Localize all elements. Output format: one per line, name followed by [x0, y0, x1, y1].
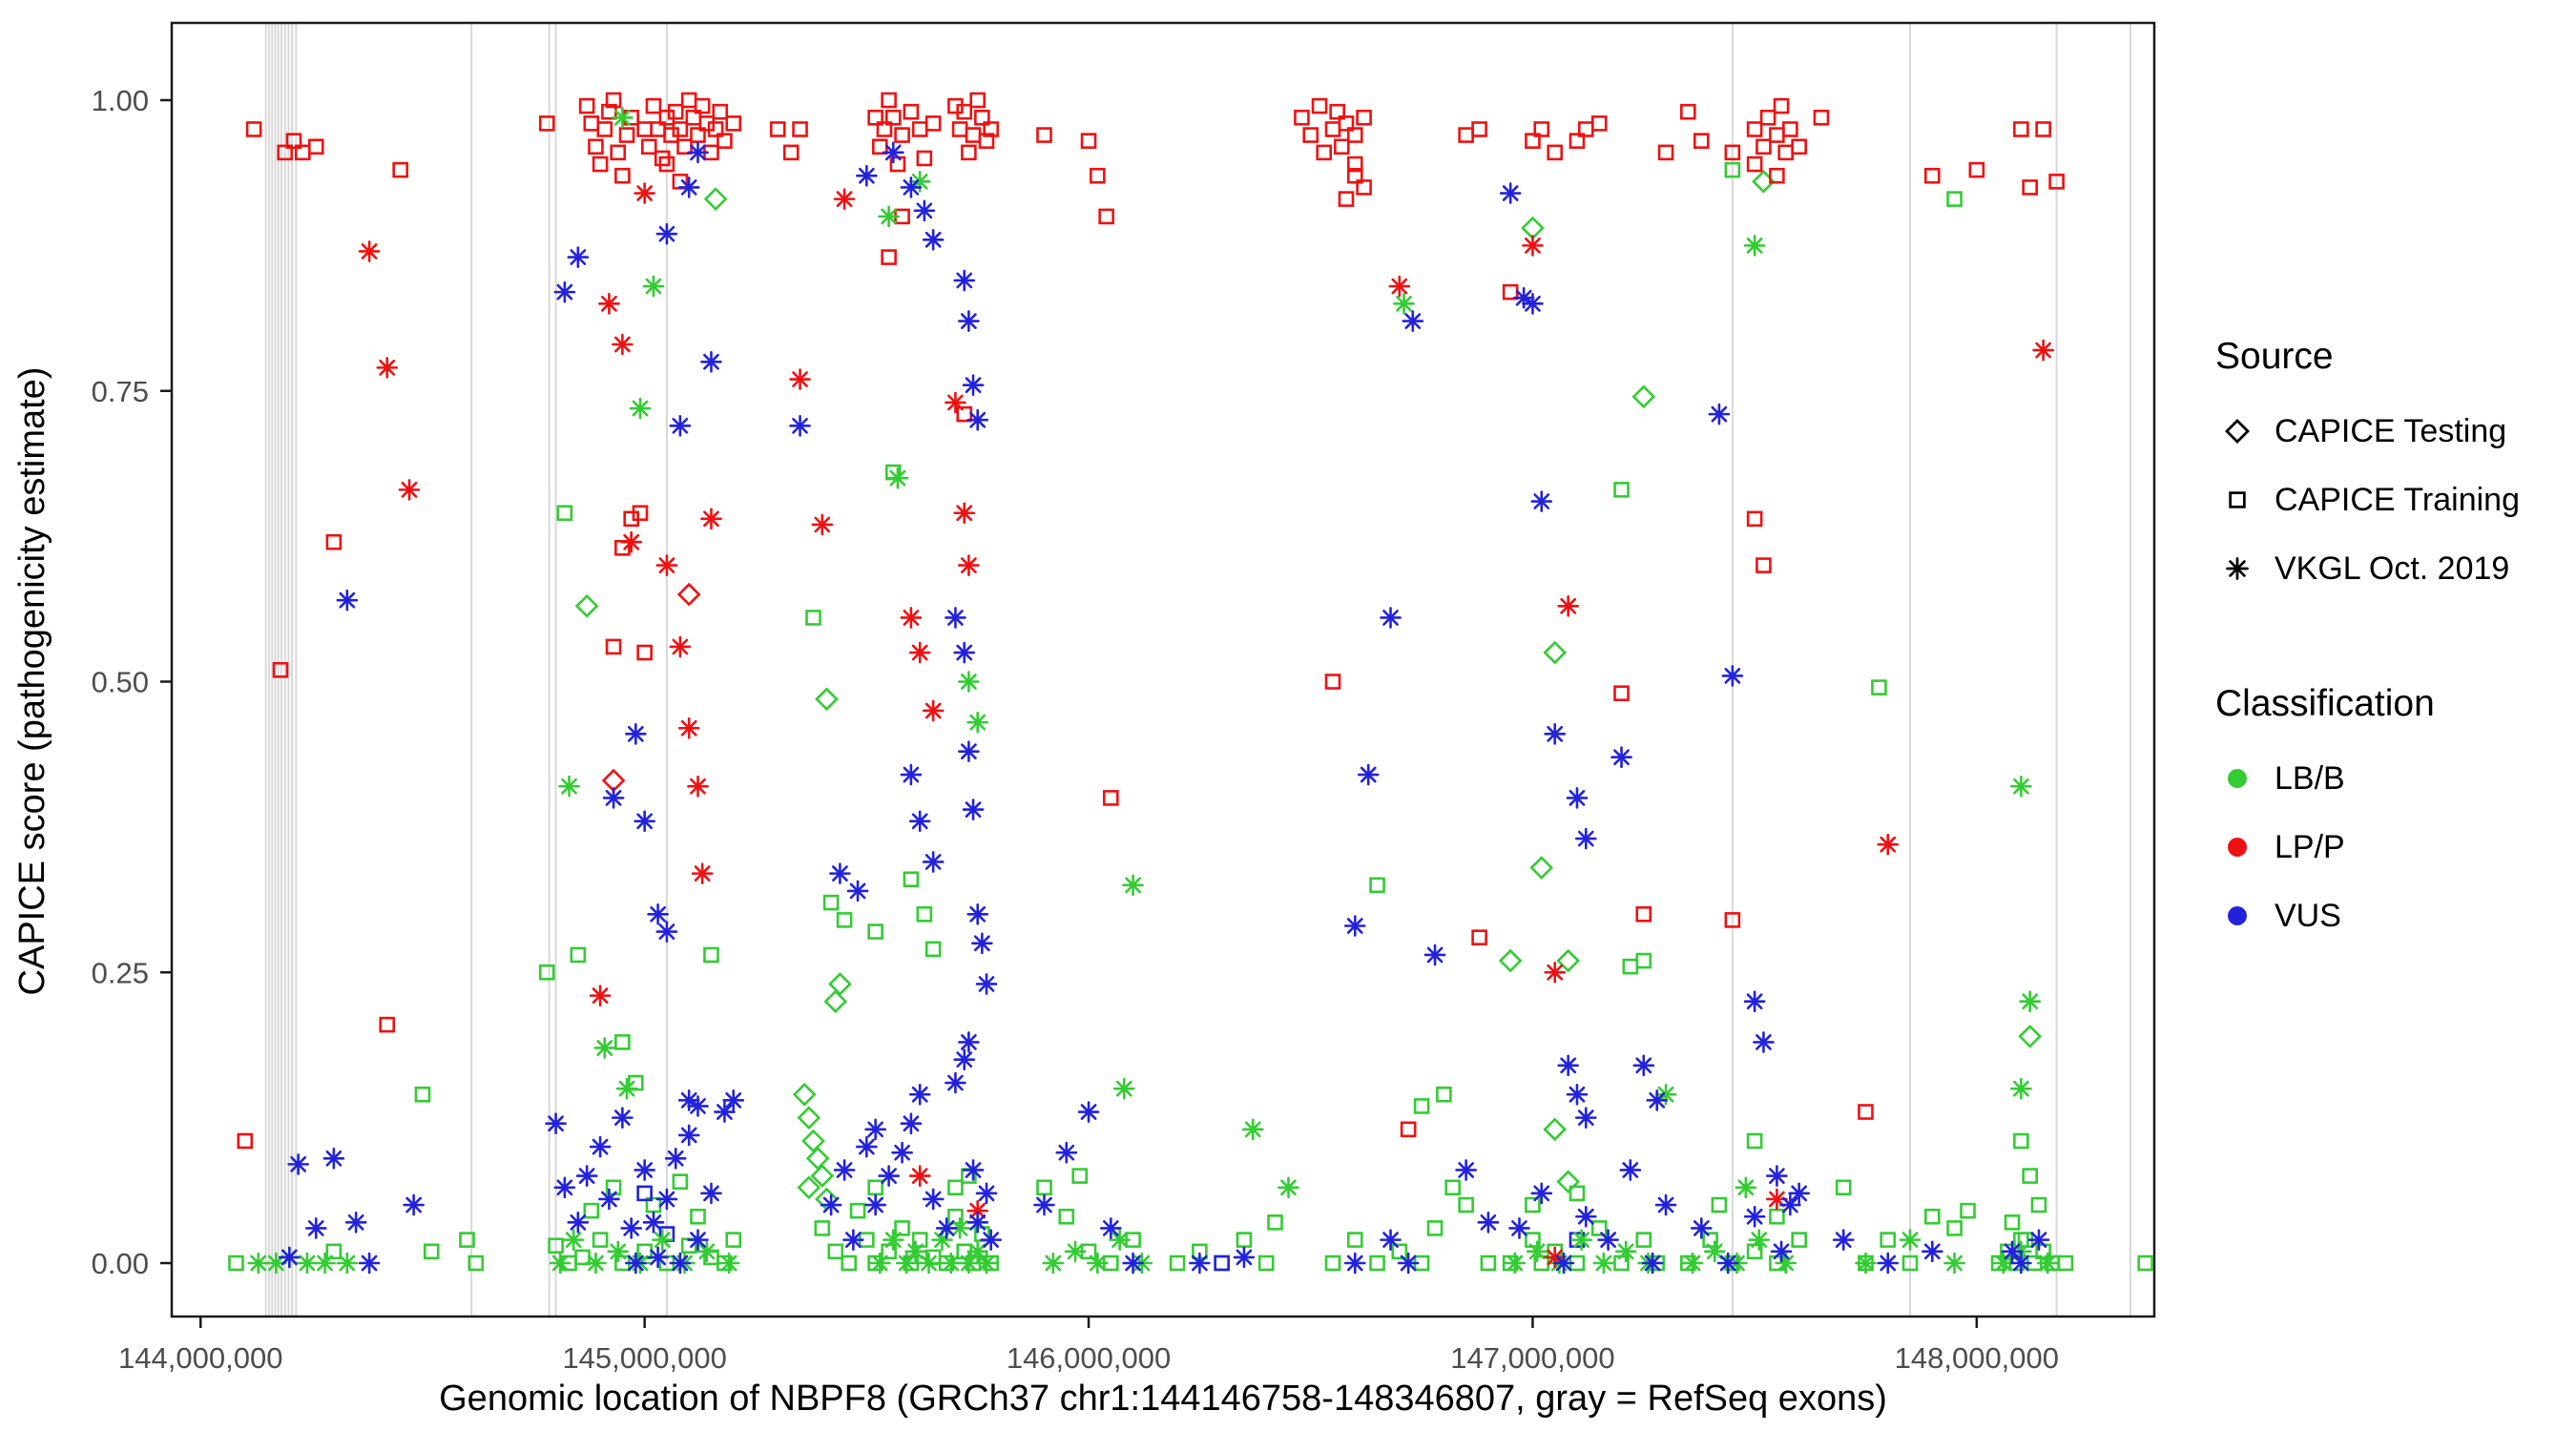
x-tick-label: 148,000,000 [1895, 1341, 2059, 1375]
legend: Source CAPICE Testing CAPICE Training VKGL… [2215, 336, 2574, 950]
asterisk-legend-glyph-icon [2226, 557, 2249, 580]
circle-legend-glyph-icon [2228, 906, 2247, 925]
legend-item-label: CAPICE Training [2275, 481, 2520, 518]
legend-item-classification-lb-b: LB/B [2215, 744, 2574, 813]
series-asterisk-LB-B [247, 106, 2059, 1275]
plot-panel-border [170, 21, 2156, 1318]
legend-source-title: Source [2215, 336, 2334, 377]
x-axis-title: Genomic location of NBPF8 (GRCh37 chr1:1… [439, 1379, 1887, 1419]
circle-icon [2215, 757, 2259, 800]
circle-legend-glyph-icon [2228, 838, 2247, 857]
x-tick-label: 145,000,000 [562, 1341, 726, 1375]
legend-item-label: VUS [2275, 897, 2341, 934]
legend-item-source-vkgl-oct-2019: VKGL Oct. 2019 [2215, 534, 2574, 603]
y-tick-label: 0.25 [92, 956, 149, 989]
x-tick-label: 146,000,000 [1007, 1341, 1171, 1375]
square-legend-glyph-icon [2229, 491, 2246, 508]
x-axis: 144,000,000 145,000,000 146,000,000 147,000… [118, 1317, 2059, 1375]
series-asterisk-VUS [279, 141, 2050, 1275]
diamond-legend-glyph-icon [2225, 419, 2250, 444]
legend-item-label: LP/P [2275, 828, 2345, 865]
series-asterisk-LP-P [358, 182, 2054, 1269]
diamond-icon [2215, 409, 2259, 453]
legend-item-label: CAPICE Testing [2275, 412, 2507, 449]
series-square-LB-B [228, 161, 2153, 1272]
circle-legend-glyph-icon [2228, 769, 2247, 788]
legend-source: Source CAPICE Testing CAPICE Training VKGL… [2215, 336, 2574, 603]
legend-item-label: VKGL Oct. 2019 [2275, 550, 2510, 587]
asterisk-icon [2215, 547, 2259, 591]
legend-item-label: LB/B [2275, 759, 2345, 797]
square-icon [2215, 478, 2259, 522]
legend-item-classification-vus: VUS [2215, 881, 2574, 950]
y-axis-title: CAPICE score (pathogenicity estimate) [12, 367, 52, 996]
legend-item-source-capice-testing: CAPICE Testing [2215, 397, 2574, 466]
y-tick-label: 0.00 [92, 1247, 149, 1280]
legend-item-source-capice-training: CAPICE Training [2215, 466, 2574, 534]
series-diamond-LB-B [574, 169, 2043, 1212]
series-square-LP-P [237, 92, 2065, 1150]
legend-item-classification-lp-p: LP/P [2215, 813, 2574, 881]
y-tick-label: 1.00 [92, 84, 149, 117]
y-axis: 0.00 0.25 0.50 0.75 1.00 [92, 84, 172, 1280]
x-tick-label: 147,000,000 [1450, 1341, 1614, 1375]
circle-icon [2215, 894, 2259, 938]
x-tick-label: 144,000,000 [118, 1341, 282, 1375]
circle-icon [2215, 825, 2259, 869]
legend-classification: Classification LB/B LP/P VUS [2215, 683, 2574, 950]
y-tick-label: 0.50 [92, 666, 149, 699]
series-square-VUS [636, 1185, 1586, 1272]
legend-classification-title: Classification [2215, 683, 2435, 724]
exon-lines [264, 23, 2131, 1317]
series-diamond-LP-P [601, 582, 701, 793]
y-tick-label: 0.75 [92, 375, 149, 408]
